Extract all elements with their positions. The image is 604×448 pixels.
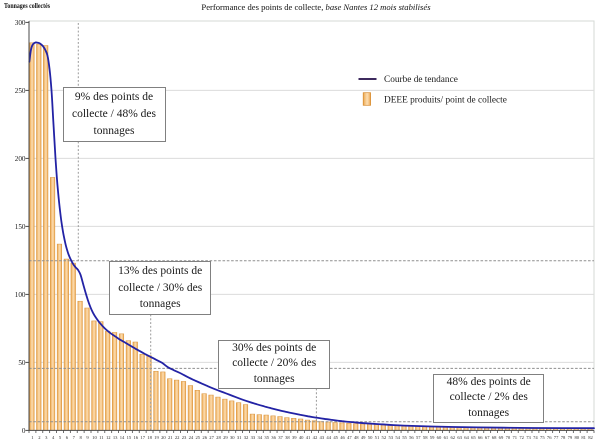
svg-text:5: 5 bbox=[59, 435, 62, 440]
svg-text:81: 81 bbox=[581, 435, 586, 440]
svg-text:20: 20 bbox=[161, 435, 166, 440]
svg-text:9: 9 bbox=[86, 435, 89, 440]
svg-text:60: 60 bbox=[437, 435, 442, 440]
svg-text:13: 13 bbox=[113, 435, 118, 440]
svg-text:69: 69 bbox=[499, 435, 504, 440]
svg-text:300: 300 bbox=[15, 19, 26, 27]
svg-text:2: 2 bbox=[38, 435, 41, 440]
svg-text:42: 42 bbox=[313, 435, 318, 440]
svg-text:28: 28 bbox=[216, 435, 221, 440]
svg-text:48: 48 bbox=[354, 435, 359, 440]
svg-text:30: 30 bbox=[230, 435, 235, 440]
svg-text:6: 6 bbox=[66, 435, 69, 440]
svg-text:11: 11 bbox=[99, 435, 104, 440]
svg-text:50: 50 bbox=[368, 435, 373, 440]
svg-text:58: 58 bbox=[423, 435, 428, 440]
svg-text:64: 64 bbox=[464, 435, 469, 440]
svg-text:250: 250 bbox=[15, 87, 26, 95]
svg-text:50: 50 bbox=[18, 359, 26, 367]
svg-text:17: 17 bbox=[140, 435, 145, 440]
svg-text:25: 25 bbox=[196, 435, 201, 440]
svg-text:24: 24 bbox=[189, 435, 194, 440]
svg-text:29: 29 bbox=[223, 435, 228, 440]
svg-text:39: 39 bbox=[292, 435, 297, 440]
svg-text:27: 27 bbox=[209, 435, 214, 440]
svg-text:75: 75 bbox=[540, 435, 545, 440]
svg-text:16: 16 bbox=[134, 435, 139, 440]
svg-text:0: 0 bbox=[22, 427, 26, 435]
svg-text:32: 32 bbox=[244, 435, 249, 440]
svg-text:49: 49 bbox=[361, 435, 366, 440]
svg-text:73: 73 bbox=[526, 435, 531, 440]
svg-text:46: 46 bbox=[340, 435, 345, 440]
svg-text:71: 71 bbox=[512, 435, 517, 440]
svg-text:35: 35 bbox=[264, 435, 269, 440]
svg-text:67: 67 bbox=[485, 435, 490, 440]
svg-text:22: 22 bbox=[175, 435, 180, 440]
svg-text:57: 57 bbox=[416, 435, 421, 440]
svg-text:23: 23 bbox=[182, 435, 187, 440]
svg-text:19: 19 bbox=[154, 435, 159, 440]
svg-text:79: 79 bbox=[568, 435, 573, 440]
svg-text:3: 3 bbox=[45, 435, 48, 440]
svg-text:54: 54 bbox=[395, 435, 400, 440]
svg-text:200: 200 bbox=[15, 155, 26, 163]
svg-text:34: 34 bbox=[258, 435, 263, 440]
svg-text:72: 72 bbox=[519, 435, 524, 440]
svg-text:15: 15 bbox=[127, 435, 132, 440]
svg-text:8: 8 bbox=[80, 435, 83, 440]
svg-text:41: 41 bbox=[306, 435, 311, 440]
svg-text:66: 66 bbox=[478, 435, 483, 440]
svg-text:40: 40 bbox=[299, 435, 304, 440]
svg-text:21: 21 bbox=[168, 435, 173, 440]
svg-text:12: 12 bbox=[106, 435, 111, 440]
svg-text:10: 10 bbox=[92, 435, 97, 440]
svg-text:80: 80 bbox=[574, 435, 579, 440]
svg-text:18: 18 bbox=[147, 435, 152, 440]
svg-text:52: 52 bbox=[382, 435, 387, 440]
svg-text:59: 59 bbox=[430, 435, 435, 440]
svg-text:61: 61 bbox=[444, 435, 449, 440]
svg-text:Courbe de tendance: Courbe de tendance bbox=[384, 75, 458, 85]
svg-text:53: 53 bbox=[388, 435, 393, 440]
svg-text:33: 33 bbox=[251, 435, 256, 440]
svg-text:26: 26 bbox=[202, 435, 207, 440]
svg-text:36: 36 bbox=[271, 435, 276, 440]
svg-text:100: 100 bbox=[15, 291, 26, 299]
svg-text:37: 37 bbox=[278, 435, 283, 440]
svg-text:74: 74 bbox=[533, 435, 538, 440]
svg-text:56: 56 bbox=[409, 435, 414, 440]
svg-text:77: 77 bbox=[554, 435, 559, 440]
svg-text:43: 43 bbox=[320, 435, 325, 440]
svg-text:62: 62 bbox=[450, 435, 455, 440]
svg-text:DEEE produits/ point de collec: DEEE produits/ point de collecte bbox=[384, 96, 507, 106]
svg-text:38: 38 bbox=[285, 435, 290, 440]
svg-text:78: 78 bbox=[561, 435, 566, 440]
svg-text:44: 44 bbox=[326, 435, 331, 440]
svg-text:82: 82 bbox=[588, 435, 593, 440]
svg-text:55: 55 bbox=[402, 435, 407, 440]
svg-text:31: 31 bbox=[237, 435, 242, 440]
svg-text:7: 7 bbox=[73, 435, 76, 440]
svg-text:47: 47 bbox=[347, 435, 352, 440]
svg-text:45: 45 bbox=[333, 435, 338, 440]
svg-text:63: 63 bbox=[457, 435, 462, 440]
svg-text:14: 14 bbox=[120, 435, 125, 440]
svg-text:51: 51 bbox=[375, 435, 380, 440]
svg-text:1: 1 bbox=[31, 435, 34, 440]
svg-text:4: 4 bbox=[52, 435, 55, 440]
svg-text:76: 76 bbox=[547, 435, 552, 440]
svg-text:70: 70 bbox=[506, 435, 511, 440]
svg-text:68: 68 bbox=[492, 435, 497, 440]
svg-text:65: 65 bbox=[471, 435, 476, 440]
svg-text:150: 150 bbox=[15, 223, 26, 231]
